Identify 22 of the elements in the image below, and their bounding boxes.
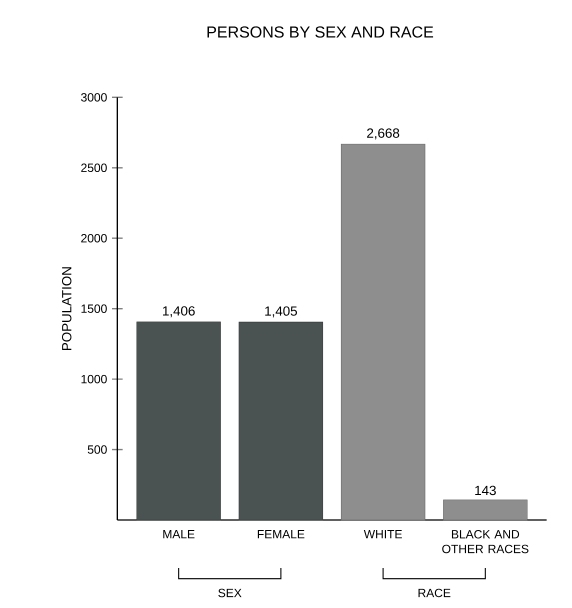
data-label: 2,668	[367, 128, 400, 140]
y-tick-label: 3000	[81, 93, 107, 102]
text: RACE	[418, 588, 450, 598]
text: SEX	[218, 588, 242, 598]
data-label: 1,405	[265, 306, 298, 318]
x-tick-label: MALE	[163, 530, 194, 538]
y-tick-label: 2000	[81, 234, 107, 242]
bar	[340, 144, 426, 520]
x-tick-label: BLACK AND OTHER RACES	[442, 530, 528, 554]
bar	[238, 322, 324, 520]
y-tick-label: 1000	[82, 374, 107, 384]
data-label: 1,406	[163, 306, 195, 318]
x-tick-label: WHITE	[364, 530, 402, 538]
y-tick-label: 2500	[81, 164, 107, 172]
y-tick-label: 500	[88, 445, 107, 454]
data-label: 143	[475, 486, 496, 496]
chart-title: PERSONS BY SEX AND RACE	[208, 26, 434, 38]
y-axis-title: POPULATION	[62, 267, 72, 350]
bar	[443, 500, 528, 520]
x-tick-label: FEMALE	[258, 530, 304, 538]
bar	[136, 322, 221, 520]
y-tick-label: 1500	[82, 304, 107, 313]
